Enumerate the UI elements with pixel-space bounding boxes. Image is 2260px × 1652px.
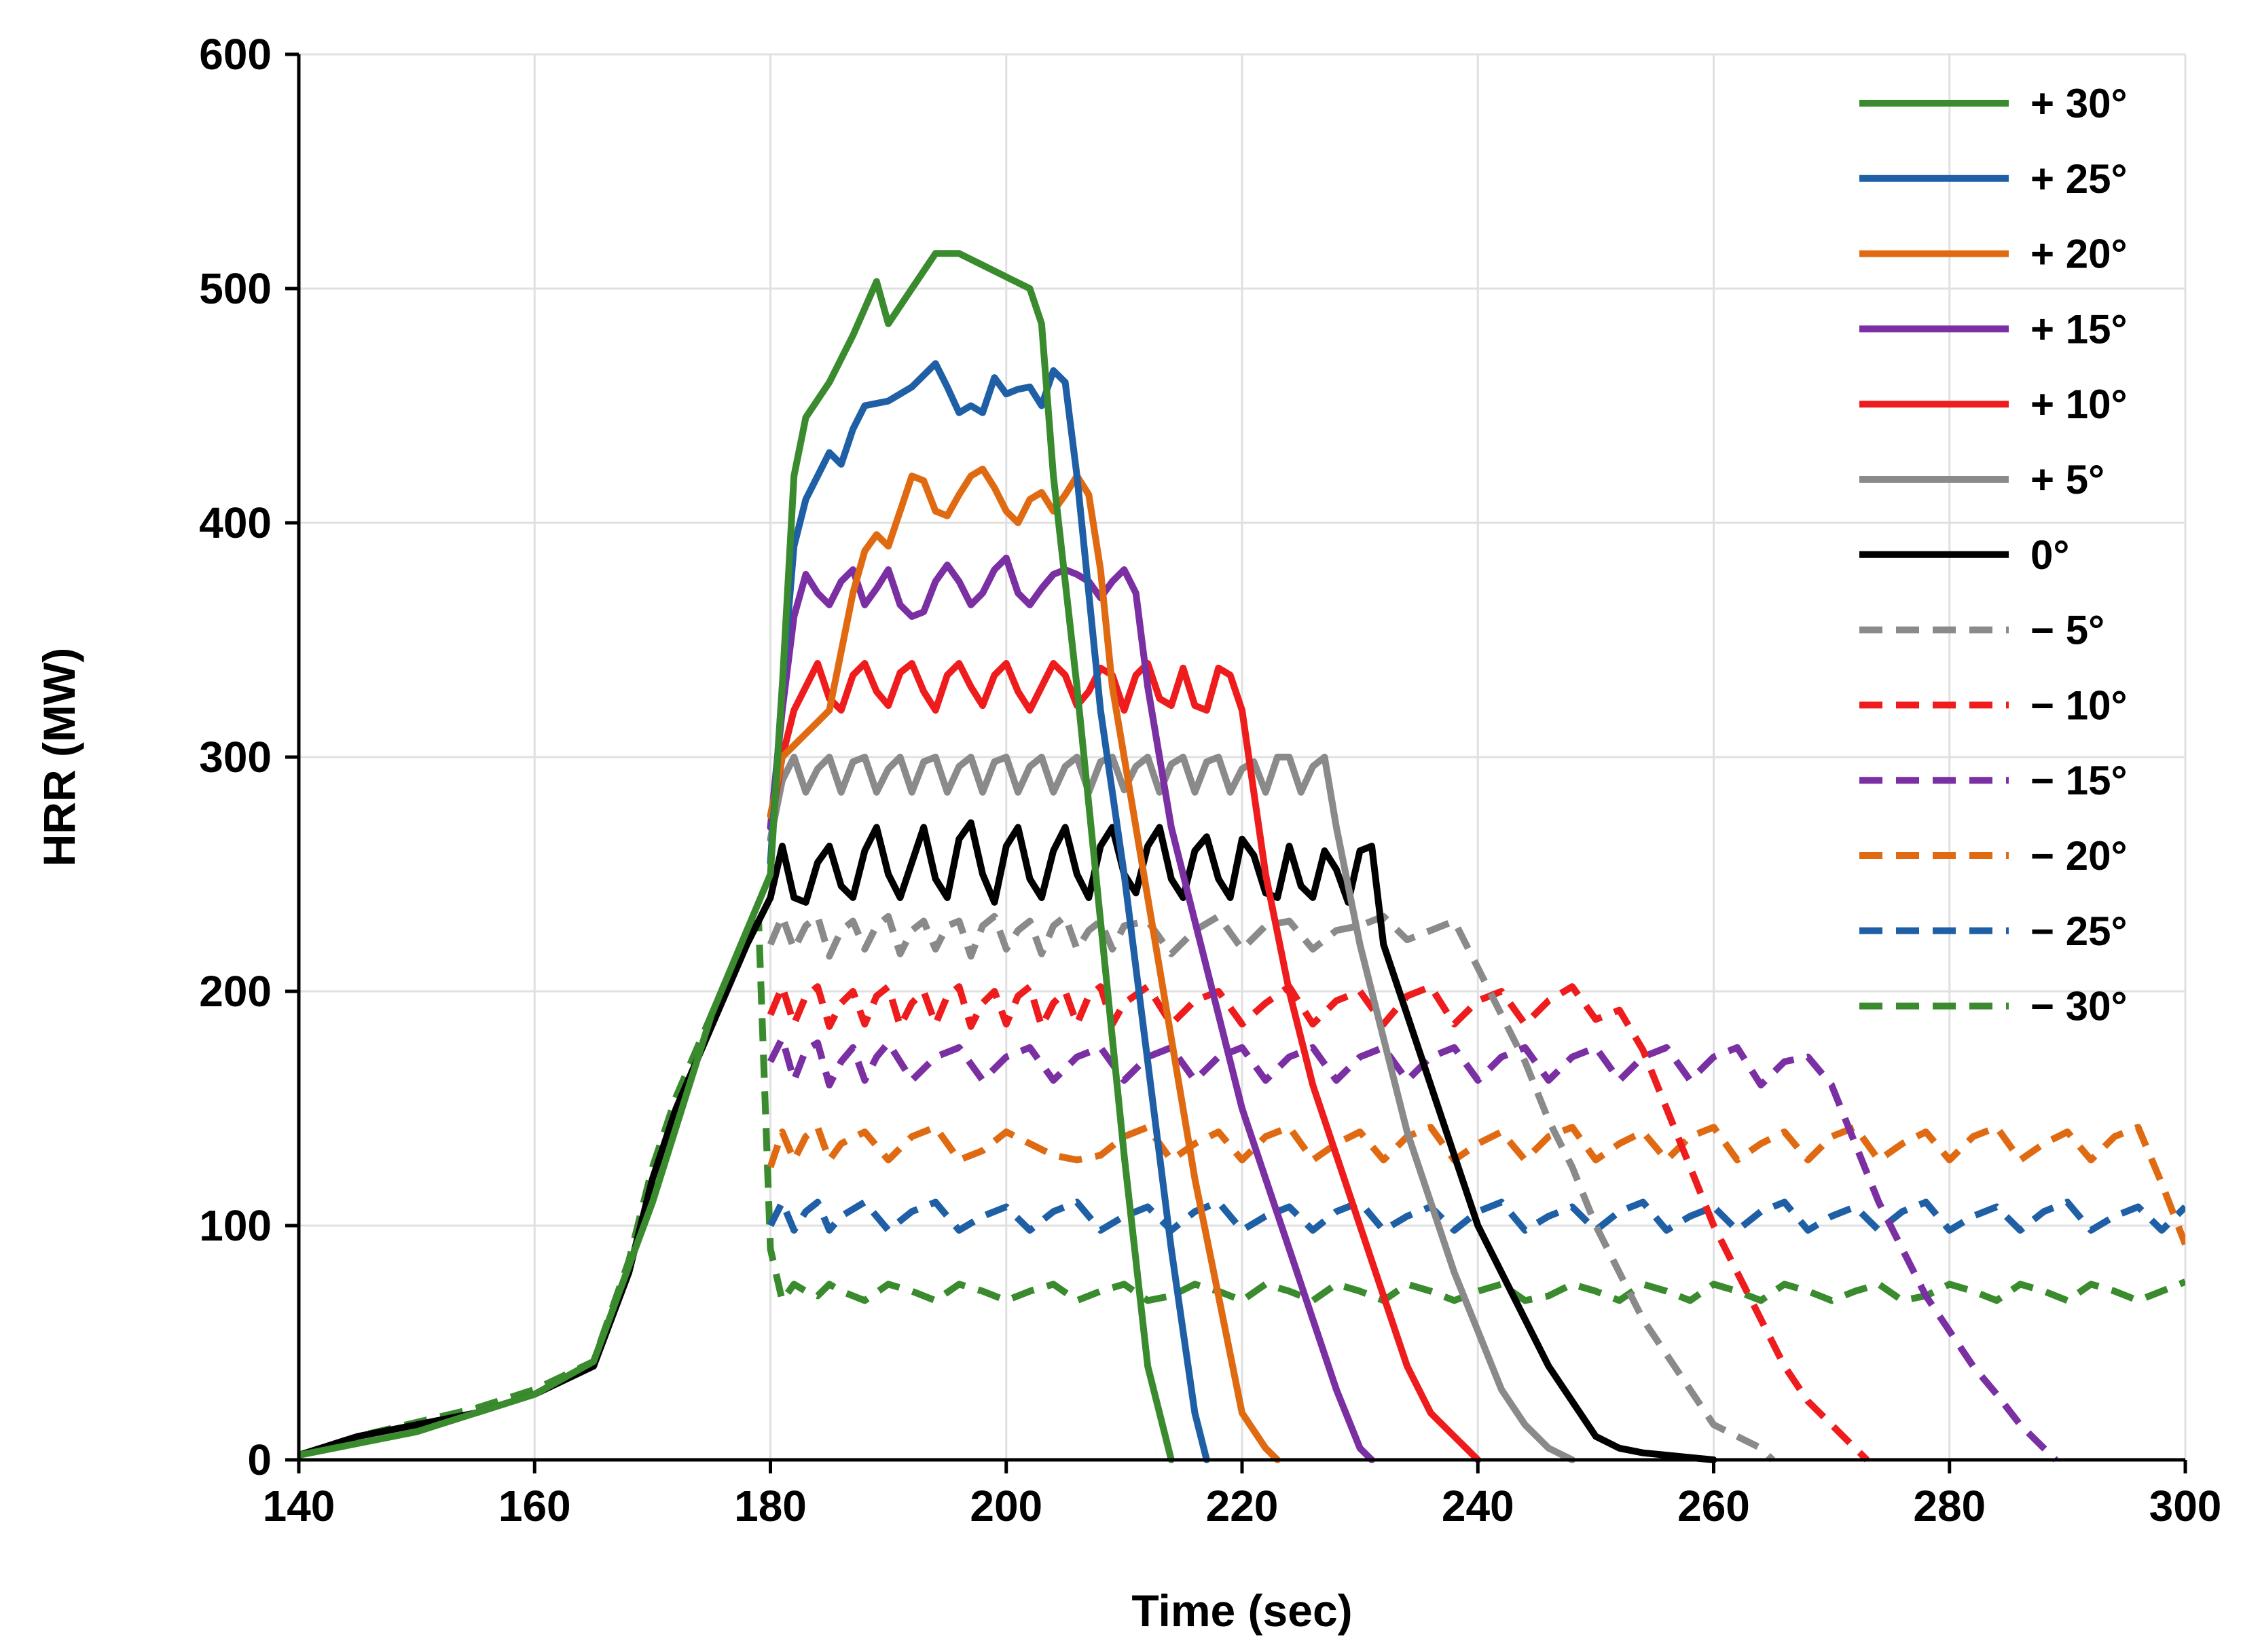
legend-label: + 15° <box>2030 306 2127 352</box>
x-tick-label: 280 <box>1913 1482 1986 1530</box>
legend-label: + 30° <box>2030 81 2127 126</box>
series-line <box>767 660 1482 1463</box>
grid-lines <box>299 53 2187 1460</box>
axes <box>285 52 2187 1473</box>
series-line <box>767 913 1775 1463</box>
y-tick-label: 600 <box>199 30 272 79</box>
legend-label: − 30° <box>2030 984 2127 1029</box>
x-axis-title: Time (sec) <box>1131 1585 1352 1636</box>
legend: + 30° + 25° + 20° + 15° + 10° + 5° 0° − 5° − 10°… <box>1859 81 2127 1029</box>
legend-label: − 20° <box>2030 833 2127 879</box>
legend-label: + 5° <box>2030 457 2104 502</box>
legend-label: + 25° <box>2030 156 2127 202</box>
x-tick-label: 200 <box>970 1482 1042 1530</box>
y-axis-title: HRR (MW) <box>34 648 84 867</box>
x-tick-label: 160 <box>498 1482 571 1530</box>
y-tick-label: 400 <box>199 498 272 547</box>
y-tick-label: 0 <box>247 1435 272 1484</box>
x-tick-label: 260 <box>1677 1482 1750 1530</box>
series-line <box>767 983 1870 1463</box>
legend-label: + 20° <box>2030 232 2127 277</box>
legend-label: − 10° <box>2030 682 2127 728</box>
series-line <box>299 917 2185 1458</box>
y-tick-label: 500 <box>199 264 272 313</box>
legend-label: + 10° <box>2030 382 2127 427</box>
tick-labels: 140 160 180 200 220 240 260 280 300 0 100 200 300 400… <box>199 30 2221 1530</box>
series-line <box>767 465 1281 1463</box>
series-group <box>299 250 2185 1463</box>
legend-label: 0° <box>2030 532 2069 578</box>
x-tick-label: 240 <box>1442 1482 1514 1530</box>
series-line <box>767 754 1576 1463</box>
series-line <box>767 360 1210 1463</box>
y-tick-label: 100 <box>199 1201 272 1250</box>
series-line <box>767 554 1375 1463</box>
y-tick-label: 200 <box>199 967 272 1016</box>
series-line <box>299 250 1175 1463</box>
series-line <box>767 1124 2185 1246</box>
x-tick-label: 300 <box>2149 1482 2222 1530</box>
x-tick-label: 220 <box>1206 1482 1279 1530</box>
x-tick-label: 180 <box>734 1482 807 1530</box>
legend-label: − 5° <box>2030 608 2104 653</box>
y-tick-label: 300 <box>199 733 272 782</box>
legend-label: − 15° <box>2030 758 2127 803</box>
x-tick-label: 140 <box>263 1482 335 1530</box>
series-line <box>767 1035 2058 1463</box>
legend-label: − 25° <box>2030 908 2127 954</box>
